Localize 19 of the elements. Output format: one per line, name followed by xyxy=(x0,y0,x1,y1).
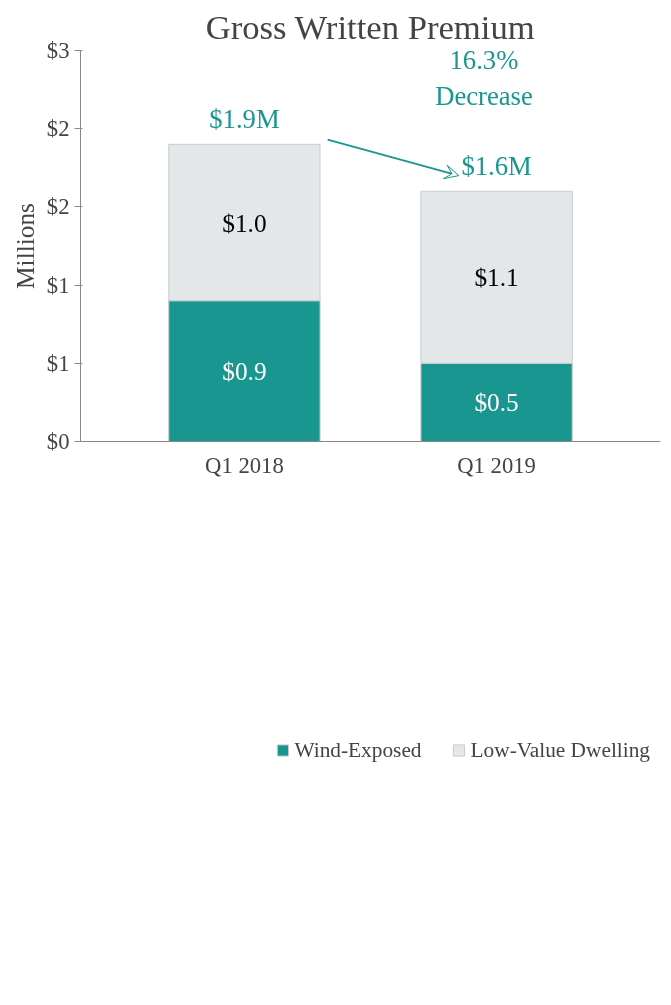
y-tick-label: $2 xyxy=(46,116,70,142)
y-tick-label: $1 xyxy=(46,350,70,376)
annotation: 16.3% Decrease xyxy=(435,44,533,111)
data-label: $0.5 xyxy=(474,388,519,417)
data-label: $0.9 xyxy=(222,357,267,386)
x-tick-label: Q1 2019 xyxy=(457,452,536,478)
total-label: $1.9M xyxy=(209,104,280,135)
y-axis-title: Millions xyxy=(10,203,39,289)
y-tick-label: $1 xyxy=(46,272,70,298)
x-tick-label: Q1 2018 xyxy=(205,452,284,478)
legend-label: Wind-Exposed xyxy=(294,737,422,763)
total-label: $1.6M xyxy=(461,151,532,182)
y-tick-label: $0 xyxy=(46,429,70,454)
chart-title: Gross Written Premium xyxy=(205,7,535,46)
legend-label: Low-Value Dwelling xyxy=(470,737,650,763)
data-label: $1.0 xyxy=(222,208,267,237)
data-label: $1.1 xyxy=(474,263,519,292)
y-tick-label: $2 xyxy=(46,194,70,220)
y-tick-label: $3 xyxy=(46,38,70,63)
